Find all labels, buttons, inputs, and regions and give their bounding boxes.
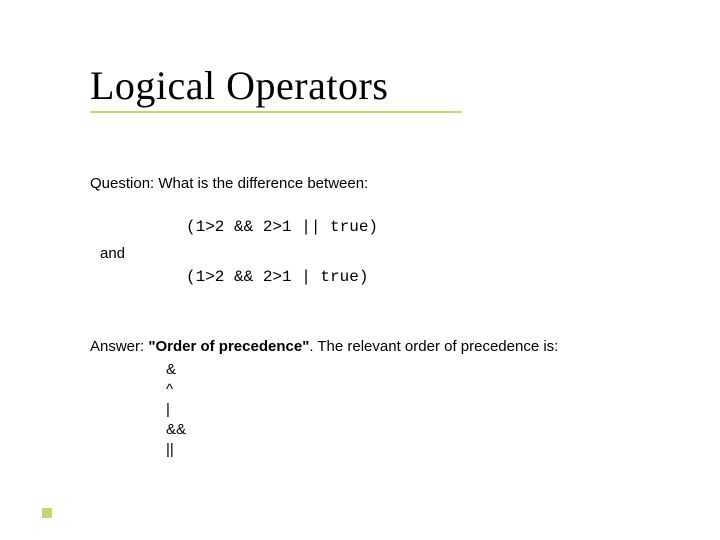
op-item: ^ <box>166 380 186 400</box>
code-example-2: (1>2 && 2>1 | true) <box>186 268 368 286</box>
slide: Logical Operators Question: What is the … <box>0 0 720 540</box>
bullet-icon <box>42 508 52 518</box>
question-text: What is the difference between: <box>158 175 368 192</box>
question-line: Question: What is the difference between… <box>90 175 368 192</box>
op-item: | <box>166 400 186 420</box>
code-example-1: (1>2 && 2>1 || true) <box>186 218 378 236</box>
slide-title: Logical Operators <box>90 62 462 109</box>
answer-rest: . The relevant order of precedence is: <box>309 338 558 355</box>
answer-label: Answer: <box>90 338 148 355</box>
question-label: Question: <box>90 175 158 192</box>
answer-line: Answer: "Order of precedence". The relev… <box>90 338 558 355</box>
answer-bold: "Order of precedence" <box>148 338 309 355</box>
operator-precedence-list: & ^ | && || <box>166 360 186 460</box>
title-block: Logical Operators <box>90 62 462 113</box>
op-item: || <box>166 440 186 460</box>
title-underline <box>90 111 462 113</box>
and-label: and <box>100 245 125 262</box>
op-item: && <box>166 420 186 440</box>
op-item: & <box>166 360 186 380</box>
